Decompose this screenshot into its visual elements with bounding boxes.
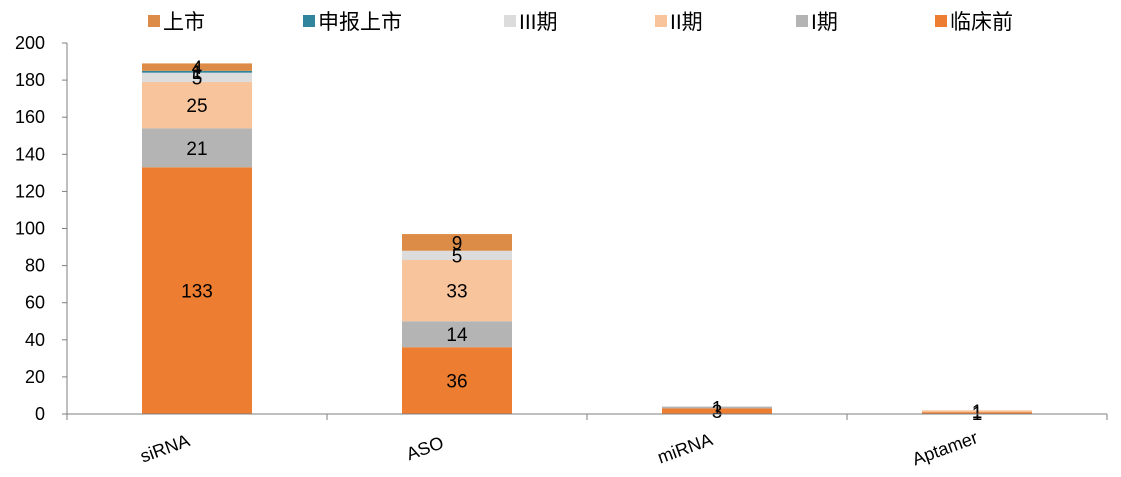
- bar-segment: [662, 408, 772, 414]
- legend-swatch: [655, 15, 667, 27]
- data-label: 25: [186, 96, 207, 117]
- bar-segment: [142, 70, 252, 73]
- bars: [142, 63, 1032, 414]
- data-label: 21: [186, 139, 207, 160]
- y-tick-label: 140: [15, 144, 45, 164]
- data-label: 5: [192, 68, 203, 89]
- bar-segment: [402, 321, 512, 348]
- y-tick-label: 20: [25, 367, 45, 387]
- y-tick-label: 200: [15, 33, 45, 53]
- legend-label: III期: [519, 11, 558, 34]
- data-label: 14: [446, 325, 468, 346]
- data-label: 36: [446, 372, 467, 393]
- x-tick-label: Aptamer: [910, 427, 981, 469]
- bar-segment: [402, 250, 512, 261]
- data-label: 4: [192, 58, 203, 79]
- legend-swatch: [504, 15, 516, 27]
- bar-segment: [662, 406, 772, 409]
- legend-label: 申报上市: [318, 11, 402, 34]
- data-label: 9: [452, 233, 463, 254]
- bar-segment: [142, 81, 252, 129]
- legend: 上市 申报上市 III期 II期 I期 临床前: [148, 11, 1013, 34]
- y-tick-label: 40: [25, 330, 45, 350]
- data-label: 1: [192, 63, 203, 84]
- bar-segment: [142, 128, 252, 168]
- y-tick-label: 60: [25, 293, 45, 313]
- y-tick-label: 100: [15, 219, 45, 239]
- bar-segment: [922, 412, 1032, 414]
- legend-label: I期: [811, 11, 838, 34]
- legend-swatch: [796, 15, 808, 27]
- legend-label: 临床前: [950, 11, 1013, 34]
- legend-swatch: [935, 15, 947, 27]
- bar-segment: [402, 260, 512, 322]
- legend-label: 上市: [163, 11, 205, 34]
- y-tick-label: 160: [15, 107, 45, 127]
- data-label: 133: [181, 282, 213, 303]
- x-tick-label: miRNA: [655, 429, 715, 467]
- bar-segment: [922, 410, 1032, 413]
- y-tick-label: 180: [15, 70, 45, 90]
- data-label: 33: [446, 282, 467, 303]
- bar-segment: [142, 72, 252, 82]
- data-label: 1: [972, 402, 983, 423]
- y-tick-label: 80: [25, 256, 45, 276]
- data-label: 3: [712, 402, 723, 423]
- y-tick-label: 120: [15, 181, 45, 201]
- bar-segment: [402, 234, 512, 251]
- x-tick-label: siRNA: [138, 430, 193, 466]
- bar-segment: [142, 167, 252, 414]
- data-label: 5: [452, 246, 463, 267]
- bar-segment: [142, 63, 252, 71]
- legend-swatch: [148, 15, 160, 27]
- legend-swatch: [303, 15, 315, 27]
- legend-label: II期: [670, 11, 703, 34]
- y-tick-label: 0: [35, 404, 45, 424]
- data-label: 1: [712, 399, 723, 420]
- bar-segment: [402, 347, 512, 414]
- data-label: 1: [972, 404, 983, 425]
- x-tick-label: ASO: [404, 432, 447, 464]
